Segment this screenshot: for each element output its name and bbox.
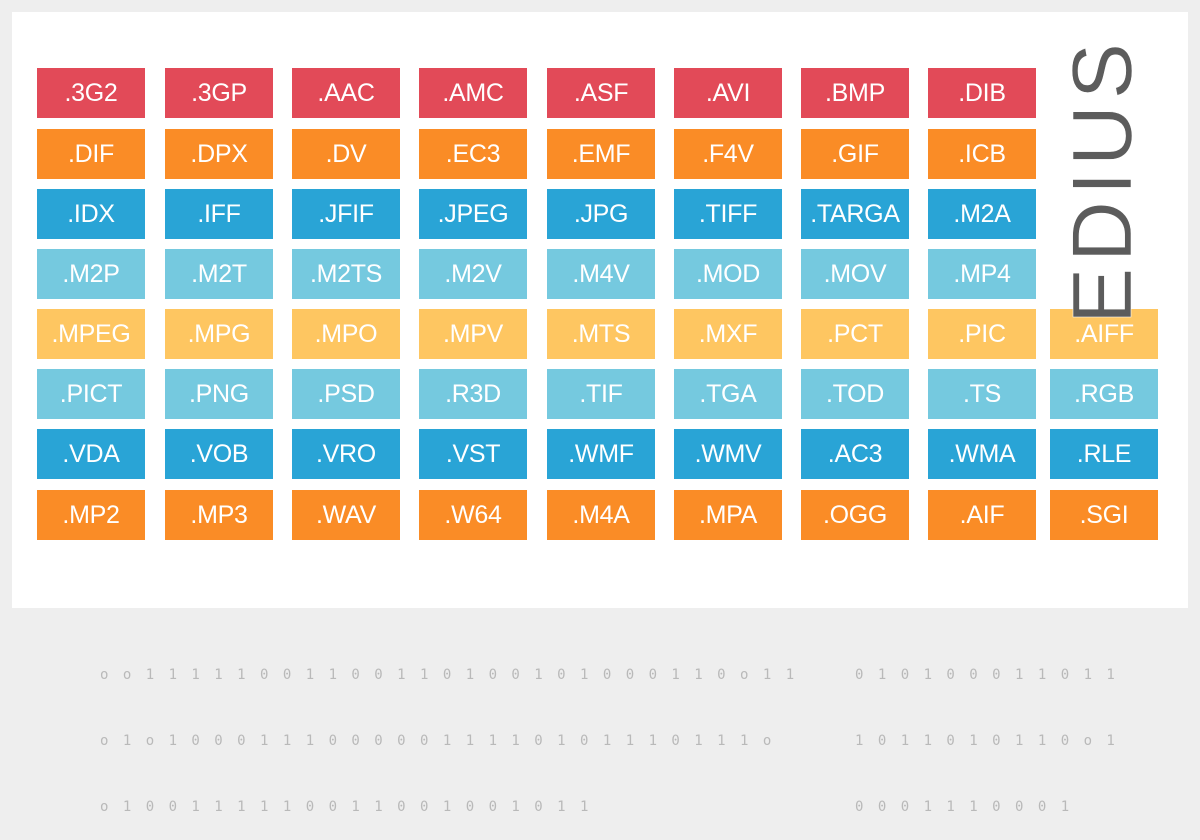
- format-tile: .PCT: [801, 309, 909, 359]
- brand-logo: EDIUS: [1052, 36, 1152, 323]
- binary-line: 0 1 0 1 0 0 0 1 1 0 1 1: [855, 667, 1118, 683]
- format-tile: .AIFF: [1050, 309, 1158, 359]
- format-tile: .RGB: [1050, 369, 1158, 419]
- format-tile: .TGA: [674, 369, 782, 419]
- binary-line: o 1 o 1 0 0 0 1 1 1 0 0 0 0 0 1 1 1 1 0 …: [100, 733, 775, 749]
- format-tile: .VRO: [292, 429, 400, 479]
- format-tile: .AVI: [674, 68, 782, 118]
- binary-decoration-left: o o 1 1 1 1 1 0 0 1 1 0 0 1 1 0 1 0 0 1 …: [100, 620, 797, 840]
- format-tile: .SGI: [1050, 490, 1158, 540]
- format-tile: .MP3: [165, 490, 273, 540]
- format-tile: .WAV: [292, 490, 400, 540]
- format-tile: .AC3: [801, 429, 909, 479]
- format-tile: .TOD: [801, 369, 909, 419]
- format-tile: .PSD: [292, 369, 400, 419]
- format-tile: .ICB: [928, 129, 1036, 179]
- brand-wordmark: EDIUS: [1054, 36, 1149, 324]
- format-tile: .MXF: [674, 309, 782, 359]
- format-tile: .DIB: [928, 68, 1036, 118]
- format-tile: .DPX: [165, 129, 273, 179]
- format-tile: .JFIF: [292, 189, 400, 239]
- format-tile: .M2V: [419, 249, 527, 299]
- format-tile: .MPG: [165, 309, 273, 359]
- format-tile: .PICT: [37, 369, 145, 419]
- format-tile: .IFF: [165, 189, 273, 239]
- format-tile: .3GP: [165, 68, 273, 118]
- format-tile: .VST: [419, 429, 527, 479]
- format-tile: .ASF: [547, 68, 655, 118]
- binary-decoration-right: 0 1 0 1 0 0 0 1 1 0 1 1 1 0 1 1 0 1 0 1 …: [855, 620, 1118, 840]
- format-tile: .F4V: [674, 129, 782, 179]
- format-tile: .WMA: [928, 429, 1036, 479]
- format-tile: .MTS: [547, 309, 655, 359]
- format-tile: .TIF: [547, 369, 655, 419]
- format-tile: .MPA: [674, 490, 782, 540]
- format-tile: .AAC: [292, 68, 400, 118]
- format-tile: .EC3: [419, 129, 527, 179]
- format-tile: .M2TS: [292, 249, 400, 299]
- format-tile: .JPG: [547, 189, 655, 239]
- format-tile: .MPEG: [37, 309, 145, 359]
- format-tile: .M2A: [928, 189, 1036, 239]
- format-tile: .AIF: [928, 490, 1036, 540]
- format-tile: .DIF: [37, 129, 145, 179]
- format-tile: .R3D: [419, 369, 527, 419]
- format-tile: .M2T: [165, 249, 273, 299]
- format-tile: .DV: [292, 129, 400, 179]
- binary-line: 0 0 0 1 1 1 0 0 0 1: [855, 799, 1073, 815]
- binary-line: o 1 0 0 1 1 1 1 1 0 0 1 1 0 0 1 0 0 1 0 …: [100, 799, 592, 815]
- format-tile: .MP2: [37, 490, 145, 540]
- format-tile: .MP4: [928, 249, 1036, 299]
- format-tile: .MPV: [419, 309, 527, 359]
- format-tile: .WMF: [547, 429, 655, 479]
- format-tile: .TIFF: [674, 189, 782, 239]
- format-tile: .TS: [928, 369, 1036, 419]
- format-tile: .M2P: [37, 249, 145, 299]
- format-tile: .PIC: [928, 309, 1036, 359]
- format-tile: .JPEG: [419, 189, 527, 239]
- format-tile: .RLE: [1050, 429, 1158, 479]
- format-tile: .MOV: [801, 249, 909, 299]
- format-tile: .IDX: [37, 189, 145, 239]
- format-tile: .M4V: [547, 249, 655, 299]
- format-tile: .TARGA: [801, 189, 909, 239]
- format-tile: .AMC: [419, 68, 527, 118]
- format-tile: .BMP: [801, 68, 909, 118]
- format-tile: .GIF: [801, 129, 909, 179]
- format-tile: .W64: [419, 490, 527, 540]
- format-tile: .OGG: [801, 490, 909, 540]
- format-tile: .M4A: [547, 490, 655, 540]
- binary-line: 1 0 1 1 0 1 0 1 1 0 o 1: [855, 733, 1118, 749]
- binary-line: o o 1 1 1 1 1 0 0 1 1 0 0 1 1 0 1 0 0 1 …: [100, 667, 798, 683]
- format-tile: .WMV: [674, 429, 782, 479]
- format-tile: .MOD: [674, 249, 782, 299]
- format-tile: .EMF: [547, 129, 655, 179]
- format-tile: .3G2: [37, 68, 145, 118]
- format-tile: .PNG: [165, 369, 273, 419]
- format-tile: .VOB: [165, 429, 273, 479]
- format-tile: .VDA: [37, 429, 145, 479]
- format-tile: .MPO: [292, 309, 400, 359]
